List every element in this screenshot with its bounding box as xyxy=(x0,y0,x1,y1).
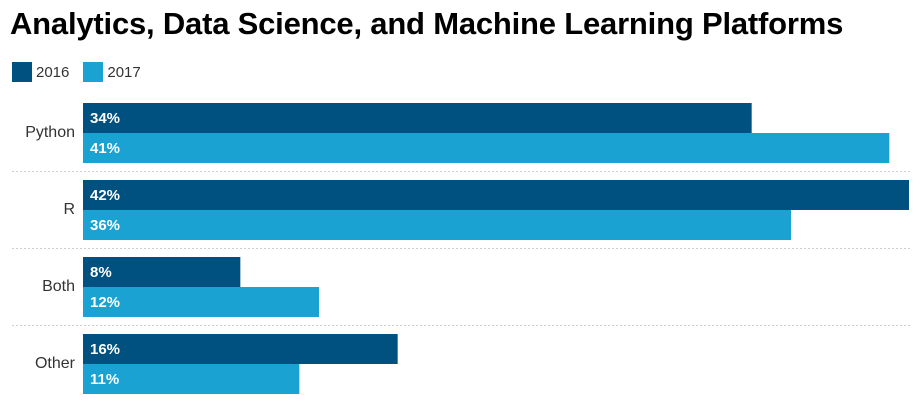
category-label-r: R xyxy=(63,201,75,218)
legend-swatch-2016 xyxy=(12,62,32,82)
bar-both-2016 xyxy=(83,257,241,287)
bar-python-2017 xyxy=(83,133,890,163)
bar-both-2017 xyxy=(83,287,319,317)
bar-other-2017 xyxy=(83,364,300,394)
data-label-other-2016: 16% xyxy=(90,341,120,358)
data-label-python-2016: 34% xyxy=(90,110,120,127)
bar-python-2016 xyxy=(83,103,752,133)
data-label-both-2017: 12% xyxy=(90,294,120,311)
data-label-r-2017: 36% xyxy=(90,217,120,234)
data-label-other-2017: 11% xyxy=(90,371,119,388)
data-label-python-2017: 41% xyxy=(90,140,120,157)
legend: 2016 2017 xyxy=(12,62,155,82)
bar-other-2016 xyxy=(83,334,398,364)
chart-title: Analytics, Data Science, and Machine Lea… xyxy=(10,6,844,41)
data-label-both-2016: 8% xyxy=(90,264,112,281)
legend-swatch-2017 xyxy=(83,62,104,82)
bar-r-2017 xyxy=(83,210,791,240)
legend-label-2017: 2017 xyxy=(107,63,141,81)
legend-item-2017: 2017 xyxy=(83,62,141,82)
category-label-python: Python xyxy=(25,124,75,141)
category-label-other: Other xyxy=(35,355,76,372)
legend-label-2016: 2016 xyxy=(36,63,70,81)
data-label-r-2016: 42% xyxy=(90,187,120,204)
bar-r-2016 xyxy=(83,180,909,210)
legend-item-2016: 2016 xyxy=(12,62,69,82)
category-label-both: Both xyxy=(42,278,75,295)
